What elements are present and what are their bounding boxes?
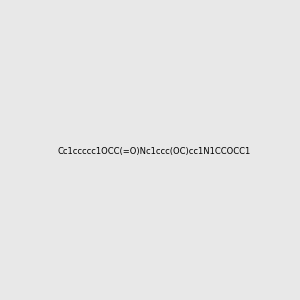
Text: Cc1ccccc1OCC(=O)Nc1ccc(OC)cc1N1CCOCC1: Cc1ccccc1OCC(=O)Nc1ccc(OC)cc1N1CCOCC1 [57,147,250,156]
